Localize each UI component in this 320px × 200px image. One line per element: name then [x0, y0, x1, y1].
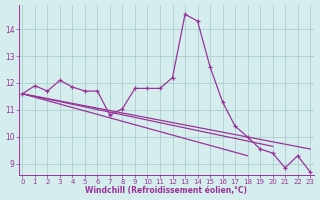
X-axis label: Windchill (Refroidissement éolien,°C): Windchill (Refroidissement éolien,°C)	[85, 186, 247, 195]
